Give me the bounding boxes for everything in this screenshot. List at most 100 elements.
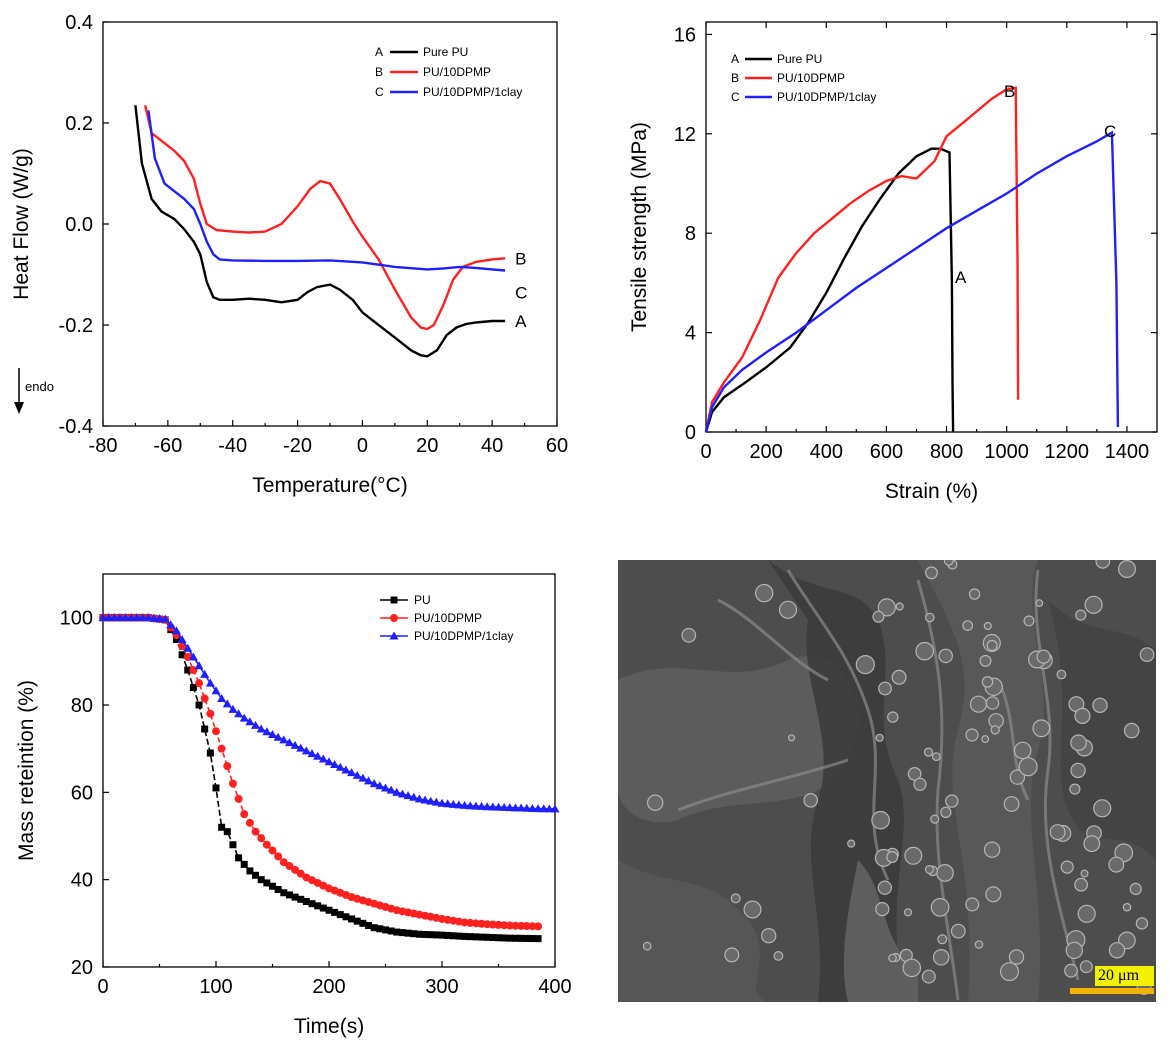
tensile-chart: 0 200 400 600 800 1000 1200 1400 0 4 8 12 16 Strain (… [628,21,1158,503]
data-point-triangle [381,783,390,792]
sem-particle [913,777,927,791]
data-point-triangle [443,799,453,808]
data-point-square [427,931,435,939]
data-point-square [495,934,502,942]
plot-frame [705,21,1158,433]
sem-particle [965,728,979,742]
sem-particle [1036,649,1051,664]
data-point-triangle [98,613,108,622]
sem-particle [981,735,990,744]
sem-ridge [786,569,890,881]
sem-particle [936,864,954,882]
series-line [103,616,556,810]
legend-label: PU/10DPMP [777,71,845,85]
data-point-square [246,867,254,875]
data-point-triangle [533,804,543,813]
sem-particle [886,851,899,864]
data-point-triangle [268,729,277,738]
legend-label: PU [414,593,431,607]
data-point-triangle [544,804,554,813]
y-tick-label: -0.4 [59,416,93,438]
data-point-triangle [104,613,114,622]
sem-particle [1032,719,1051,738]
sem-ridge [916,579,960,1001]
legend-label: Pure PU [777,52,822,66]
data-point-square [506,934,514,942]
data-point-triangle [465,801,475,810]
sem-particle [1074,707,1091,724]
sem-particle [930,814,940,824]
data-point-triangle [527,803,537,812]
data-point-circle [488,920,497,929]
sem-particle [1070,734,1087,751]
sem-particle [974,940,984,949]
x-tick-label: 200 [312,976,345,998]
data-point-square [319,904,327,912]
endo-label: endo [25,379,54,394]
data-point-square [455,932,463,940]
sem-ridge [677,758,849,812]
x-tick-label: 1000 [984,441,1029,463]
data-point-circle [268,846,277,855]
sem-particle [983,621,992,631]
legend-letter: B [731,71,739,85]
sem-particle [985,696,1000,710]
y-tick-label: 0.0 [65,214,93,236]
data-point-circle [240,810,249,819]
data-point-triangle [375,781,385,790]
data-point-triangle [183,643,193,652]
sem-particle [875,733,884,742]
x-tick-label: -80 [89,435,118,457]
sem-particle [877,598,896,617]
data-point-square [218,823,226,831]
sem-particle [930,897,950,917]
mass-retention-chart: 0 100 200 300 400 20 40 60 80 100 Time(s) Mass rete… [15,573,572,1038]
dsc-chart: -80 -60 -40 -20 0 20 40 60 -0.4 -0.2 0.0 0.2 0.4 Temp… [10,12,568,497]
data-point-square [274,885,282,893]
y-tick-label: 4 [685,323,696,345]
data-point-circle [511,921,520,930]
data-point-triangle [335,762,345,771]
sem-particle [923,747,934,757]
data-point-triangle [194,661,204,670]
data-point-circle [206,709,215,718]
data-point-square [370,924,378,932]
sem-micrograph [618,560,1156,1002]
data-point-triangle [251,720,261,729]
data-point-square [466,933,474,941]
data-point-triangle [403,791,413,800]
data-point-triangle [307,749,317,758]
data-point-circle [291,865,300,874]
sem-particle [1003,796,1020,812]
sem-particle [904,846,923,865]
sem-image-texture [618,560,1156,1002]
x-axis-title: Strain (%) [885,480,978,503]
x-tick-label: -20 [283,435,312,457]
legend-label: PU/10DPMP/1clay [414,629,513,643]
sem-particle [937,934,948,945]
x-axis-title: Time(s) [294,1015,364,1038]
data-point-square [212,784,220,792]
data-point-triangle [426,796,436,805]
sem-particle [875,902,890,917]
data-point-circle [245,818,254,827]
sem-particle [871,810,890,830]
data-point-triangle [488,802,498,811]
data-point-square [257,876,265,884]
series-line [144,105,506,331]
data-point-square [240,860,248,868]
data-point-triangle [494,802,503,811]
data-point-triangle [386,785,396,794]
data-point-triangle [217,693,227,702]
curve-letter-label: B [1004,82,1015,101]
sem-texture-region [843,860,918,1002]
x-tick-label: 800 [930,441,963,463]
curve-letter-label: C [1104,122,1116,141]
sem-particle [965,897,980,912]
series-line [704,147,955,433]
sem-particle [887,711,899,723]
data-point-triangle [200,669,210,678]
data-point-triangle [352,770,362,779]
x-tick-label: 1200 [1045,441,1090,463]
x-axis-title: Temperature(°C) [252,474,407,497]
